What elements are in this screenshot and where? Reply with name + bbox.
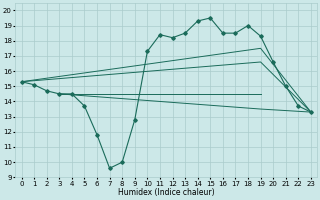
X-axis label: Humidex (Indice chaleur): Humidex (Indice chaleur)	[118, 188, 214, 197]
